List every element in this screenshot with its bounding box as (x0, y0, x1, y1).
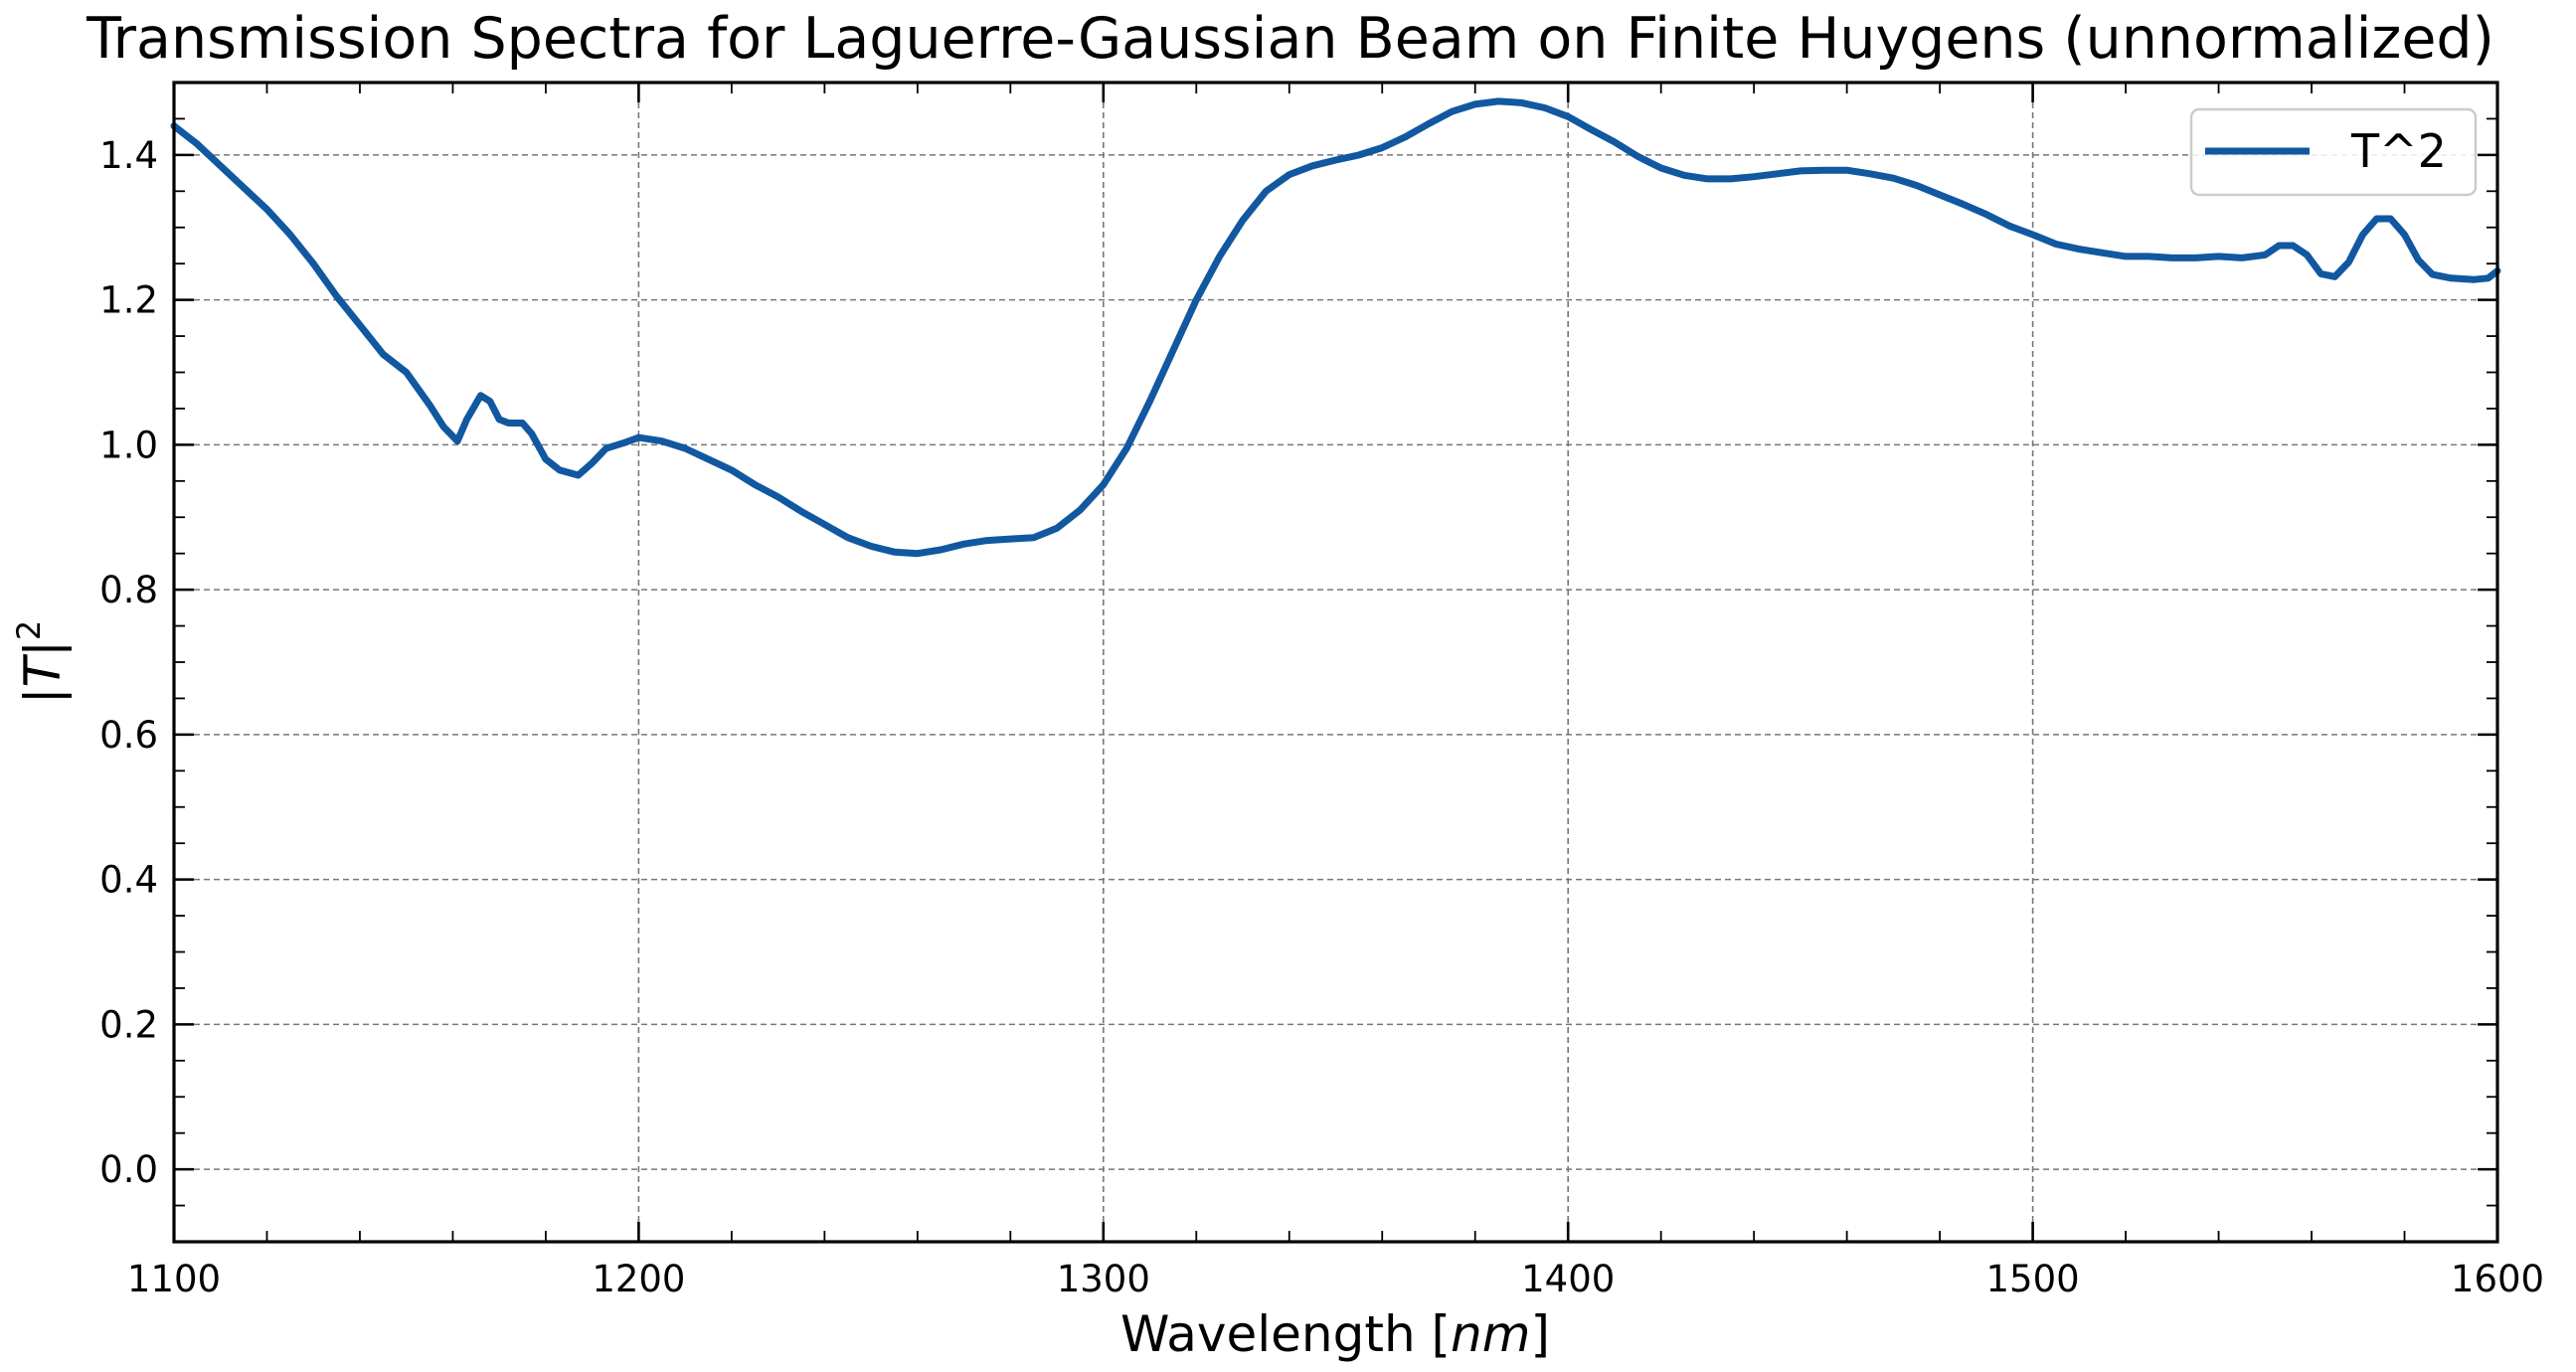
tick-labels: 1100 1200 1300 1400 1500 1600 0.0 0.2 0.4 0.6 0.8 1… (99, 134, 2544, 1300)
x-tick-label: 1100 (127, 1258, 221, 1300)
y-tick-label: 1.0 (99, 424, 158, 466)
x-tick-label: 1500 (1986, 1258, 2080, 1300)
y-axis-label-main: |T| (14, 640, 72, 704)
x-axis-label-close: ] (1530, 1305, 1550, 1363)
x-tick-label: 1200 (592, 1258, 685, 1300)
legend: T^2 (2189, 107, 2478, 197)
legend-label-t2: T^2 (2350, 124, 2447, 178)
y-axis-label-superscript: 2 (10, 620, 48, 640)
y-tick-label: 1.4 (99, 134, 158, 177)
plot-frame (172, 81, 2499, 1244)
y-tick-label: 0.4 (99, 859, 158, 902)
x-tick-label: 1300 (1057, 1258, 1150, 1300)
y-axis-label: |T|2 (10, 620, 72, 705)
y-tick-label: 0.6 (99, 714, 158, 757)
y-tick-label: 0.0 (99, 1148, 158, 1191)
series-line-t2 (170, 97, 2501, 558)
x-axis-label-unit: nm (1451, 1305, 1530, 1363)
y-tick-label: 0.2 (99, 1003, 158, 1046)
grid-lines (174, 83, 2497, 1242)
legend-box (2189, 107, 2478, 197)
y-tick-label: 1.2 (99, 279, 158, 322)
chart-title: Transmission Spectra for Laguerre-Gaussi… (86, 6, 2494, 72)
x-tick-label: 1400 (1521, 1258, 1615, 1300)
x-axis-label: Wavelength [nm] (1120, 1305, 1550, 1363)
x-axis-label-main: Wavelength [ (1120, 1305, 1451, 1363)
x-tick-label: 1600 (2451, 1258, 2544, 1300)
y-tick-label: 0.8 (99, 569, 158, 611)
series-layer (170, 97, 2501, 558)
